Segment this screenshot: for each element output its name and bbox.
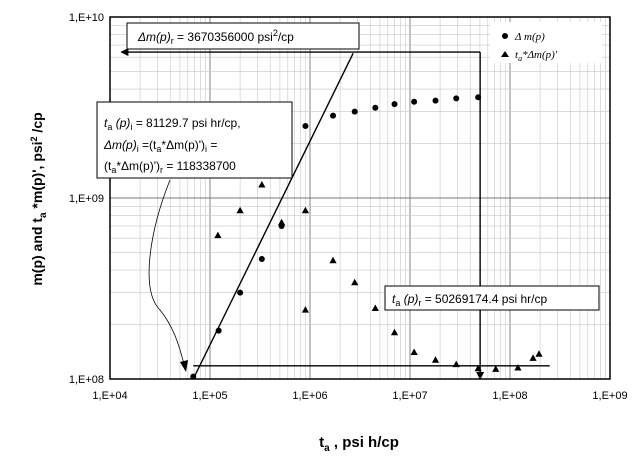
data-point-delta-m	[302, 122, 309, 129]
x-tick-labels: 1,E+04 1,E+05 1,E+06 1,E+07 1,E+08 1,E+09	[92, 390, 627, 402]
x-tick-label: 1,E+07	[392, 390, 427, 402]
annotation-box-intersection: ta (p)i = 81129.7 psi hr/cp, Δm(p)i =(ta…	[96, 101, 293, 179]
data-point-derivative	[452, 360, 460, 368]
data-point-derivative	[371, 304, 379, 312]
series-derivative	[214, 180, 543, 372]
data-point-delta-m	[411, 98, 418, 105]
annotation-box-ta-r: ta (p)r = 50269174.4 psi hr/cp	[384, 285, 600, 311]
data-point-delta-m	[432, 97, 439, 104]
data-point-delta-m	[372, 104, 379, 111]
x-tick-label: 1,E+04	[92, 390, 127, 402]
annotation-dm-r-text: Δm(p)r = 3670356000 psi2/cp	[137, 28, 294, 46]
data-point-derivative	[529, 354, 537, 361]
y-tick-label: 1,E+10	[69, 12, 104, 24]
annotation-line-1: ta (p)i = 81129.7 psi hr/cp,	[104, 116, 241, 132]
data-point-delta-m	[351, 108, 358, 115]
data-point-derivative	[431, 356, 440, 363]
x-axis-title: ta , psi h/cp	[319, 434, 399, 454]
annotation-pointer-curve	[148, 179, 186, 369]
x-tick-label: 1,E+06	[292, 390, 327, 402]
y-axis-title: m(p) and ta *m(p)', psi2 /cp	[29, 112, 49, 285]
legend-label-derivative: ta*Δm(p)'	[515, 49, 558, 63]
legend-label-delta-m: Δ m(p)	[514, 31, 545, 43]
data-point-delta-m	[215, 327, 222, 334]
data-point-delta-m	[237, 289, 244, 296]
data-point-derivative	[514, 364, 522, 371]
data-point-derivative	[390, 328, 399, 336]
data-point-derivative	[236, 206, 244, 214]
annotation-pointer-arrowhead	[180, 360, 188, 372]
annotation-box-dm-r: Δm(p)r = 3670356000 psi2/cp	[126, 22, 360, 50]
data-point-derivative	[329, 256, 337, 264]
data-point-delta-m	[258, 256, 265, 263]
y-tick-label: 1,E+08	[69, 374, 104, 386]
reference-lines	[120, 48, 550, 380]
legend-triangle-marker	[501, 51, 509, 57]
data-point-delta-m	[475, 94, 482, 101]
grid	[109, 17, 610, 380]
data-point-delta-m	[330, 112, 337, 119]
data-point-derivative	[301, 306, 310, 313]
data-point-delta-m	[391, 101, 398, 108]
x-tick-label: 1,E+08	[492, 390, 527, 402]
data-point-derivative	[278, 218, 286, 226]
annotation-line-3: (ta*Δm(p)')r = 118338700	[104, 159, 236, 175]
data-point-derivative	[214, 231, 222, 239]
legend-circle-marker	[502, 33, 508, 39]
data-point-derivative	[258, 180, 266, 188]
reference-line	[192, 53, 354, 380]
annotation-ta-r-text: ta (p)r = 50269174.4 psi hr/cp	[392, 292, 547, 308]
series-delta-m	[190, 94, 482, 380]
data-point-derivative	[492, 365, 500, 372]
y-tick-labels: 1,E+08 1,E+09 1,E+10	[69, 12, 104, 386]
legend: Δ m(p) ta*Δm(p)'	[490, 22, 602, 63]
data-point-derivative	[410, 348, 418, 356]
data-point-delta-m	[453, 95, 460, 102]
plot-area	[109, 16, 611, 380]
data-point-derivative	[301, 206, 310, 214]
x-tick-label: 1,E+05	[192, 390, 227, 402]
data-point-delta-m	[190, 373, 197, 380]
y-tick-label: 1,E+09	[69, 193, 104, 205]
x-tick-label: 1,E+09	[592, 390, 627, 402]
data-point-derivative	[535, 350, 543, 357]
annotation-line-2: Δm(p)i =(ta*Δm(p)')i =	[103, 138, 217, 154]
data-point-derivative	[474, 364, 482, 372]
data-point-derivative	[351, 278, 359, 286]
